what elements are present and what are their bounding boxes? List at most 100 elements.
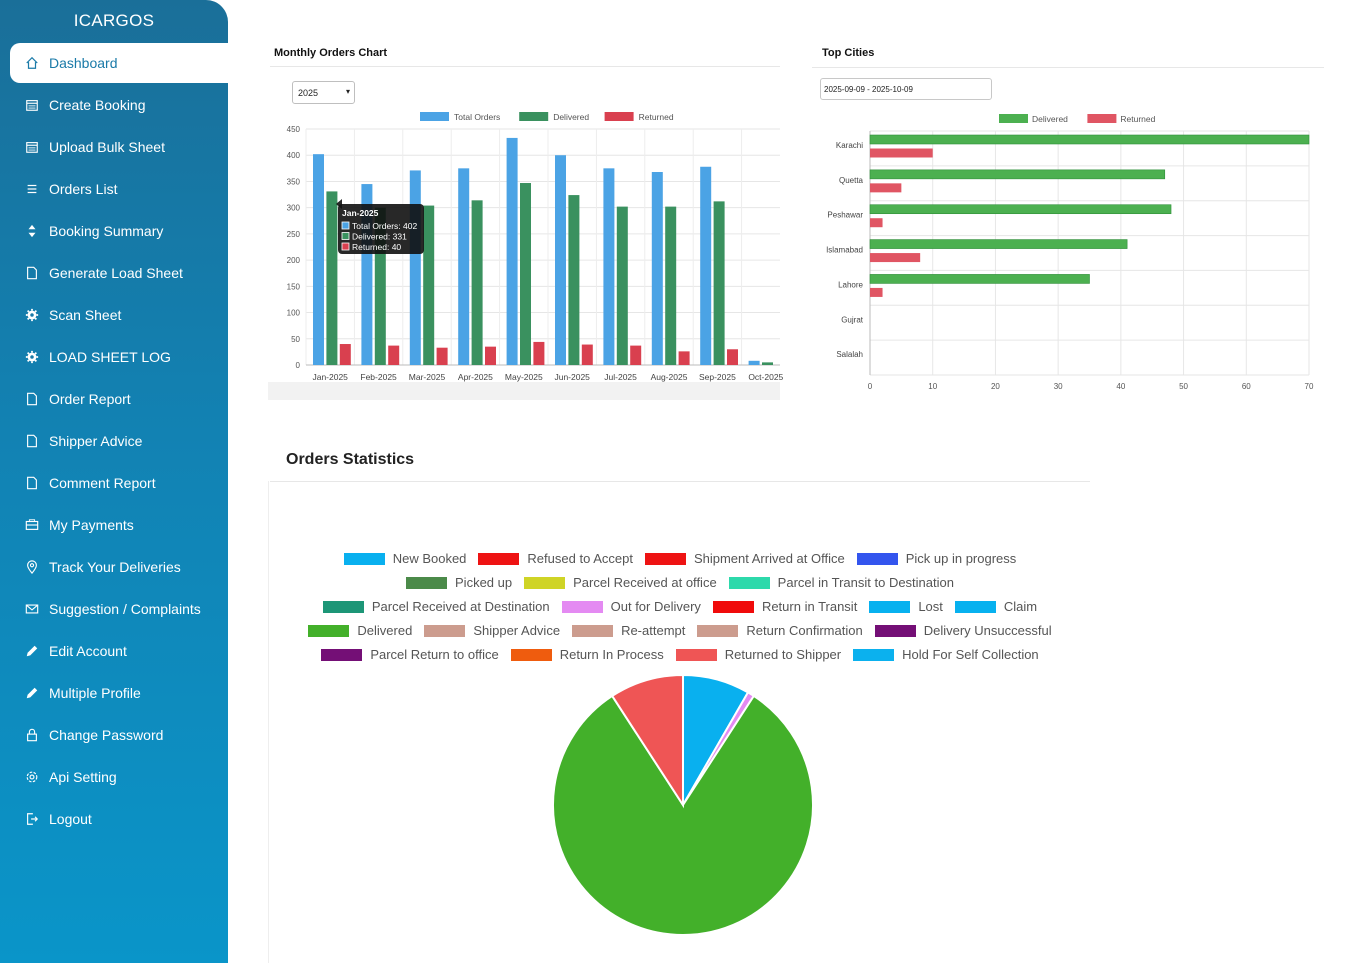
legend-swatch <box>874 624 916 637</box>
sidebar-item-multiple-profile[interactable]: Multiple Profile <box>10 673 228 713</box>
bar-delivered <box>869 239 1128 249</box>
legend-label: Claim <box>1003 599 1038 614</box>
legend-swatch <box>644 552 686 565</box>
bar-total-orders <box>409 170 421 365</box>
date-range-input[interactable]: 2025-09-09 - 2025-10-09 <box>820 78 992 100</box>
pie-legend-item[interactable]: Shipper Advice <box>424 623 560 638</box>
year-select-value: 2025 <box>298 87 319 98</box>
legend-swatch <box>999 114 1028 123</box>
pie-legend-item[interactable]: Claim <box>954 599 1038 614</box>
sidebar-item-comment-report[interactable]: Comment Report <box>10 463 228 503</box>
sidebar-item-load-sheet-log[interactable]: LOAD SHEET LOG <box>10 337 228 377</box>
x-tick-label: 40 <box>1116 382 1125 391</box>
sidebar-item-upload-bulk-sheet[interactable]: Upload Bulk Sheet <box>10 127 228 167</box>
bar-returned <box>727 349 738 365</box>
sidebar-item-label: Change Password <box>49 727 164 743</box>
legend-label: Total Orders <box>454 112 500 122</box>
sidebar-item-label: Orders List <box>49 181 118 197</box>
pie-legend-item[interactable]: Returned to Shipper <box>675 647 841 662</box>
y-tick-label: Salalah <box>836 350 863 359</box>
wallet-icon <box>24 517 40 533</box>
sidebar-item-scan-sheet[interactable]: Scan Sheet <box>10 295 228 335</box>
pie-legend-item[interactable]: Return in Transit <box>712 599 857 614</box>
sidebar-item-api-setting[interactable]: Api Setting <box>10 757 228 797</box>
sidebar-item-dashboard[interactable]: Dashboard <box>10 43 228 83</box>
pie-legend-row: New Booked Refused to Accept Shipment Arri… <box>270 551 1090 566</box>
sidebar-item-shipper-advice[interactable]: Shipper Advice <box>10 421 228 461</box>
pie-legend-item[interactable]: New Booked <box>343 551 466 566</box>
x-tick-label: May-2025 <box>505 372 543 382</box>
bar-delivered <box>471 200 483 365</box>
brand-logo: ICARGOS <box>73 11 155 30</box>
sidebar-item-label: Multiple Profile <box>49 685 141 701</box>
pie-legend-item[interactable]: Delivered <box>308 623 412 638</box>
pie-legend-item[interactable]: Pick up in progress <box>856 551 1016 566</box>
sidebar-item-booking-summary[interactable]: Booking Summary <box>10 211 228 251</box>
legend-swatch <box>424 624 466 637</box>
sidebar-item-create-booking[interactable]: Create Booking <box>10 85 228 125</box>
sidebar-item-orders-list[interactable]: Orders List <box>10 169 228 209</box>
pie-slice-delivered <box>552 694 814 936</box>
legend-swatch <box>322 600 364 613</box>
pie-legend-item[interactable]: Picked up <box>406 575 512 590</box>
bar-total-orders <box>361 184 373 365</box>
pie-legend-item[interactable]: Return Confirmation <box>697 623 863 638</box>
y-tick-label: 100 <box>287 309 301 318</box>
panel-border <box>268 481 269 963</box>
pie-legend-item[interactable]: Parcel Received at office <box>524 575 717 590</box>
legend-swatch <box>712 600 754 613</box>
bar-returned <box>870 287 883 297</box>
legend-label: Picked up <box>455 575 513 590</box>
bar-returned <box>870 183 902 193</box>
sidebar-item-generate-load-sheet[interactable]: Generate Load Sheet <box>10 253 228 293</box>
x-tick-label: Oct-2025 <box>748 372 783 382</box>
pie-legend-item[interactable]: Re-attempt <box>572 623 685 638</box>
legend-swatch <box>321 648 363 661</box>
sidebar-item-track-your-deliveries[interactable]: Track Your Deliveries <box>10 547 228 587</box>
bar-returned <box>630 345 642 365</box>
divider <box>270 481 1090 482</box>
sidebar-item-logout[interactable]: Logout <box>10 799 228 839</box>
sidebar-item-order-report[interactable]: Order Report <box>10 379 228 419</box>
legend-label: Hold For Self Collection <box>902 647 1039 662</box>
pie-legend-item[interactable]: Refused to Accept <box>478 551 633 566</box>
pie-legend-item[interactable]: Parcel Return to office <box>321 647 499 662</box>
y-tick-label: Gujrat <box>841 315 864 324</box>
legend-label: Return In Process <box>559 647 664 662</box>
bar-delivered <box>374 207 386 365</box>
pie-legend-item[interactable]: Out for Delivery <box>561 599 701 614</box>
pie-legend-item[interactable]: Hold For Self Collection <box>853 647 1039 662</box>
divider <box>270 66 780 67</box>
pie-legend-item[interactable]: Delivery Unsuccessful <box>874 623 1052 638</box>
legend-label: Refused to Accept <box>527 551 633 566</box>
sidebar-item-label: Scan Sheet <box>49 307 122 323</box>
sidebar-item-suggestion-complaints[interactable]: Suggestion / Complaints <box>10 589 228 629</box>
bar-returned <box>339 344 351 365</box>
top-cities-title: Top Cities <box>822 47 875 59</box>
x-tick-label: Aug-2025 <box>651 372 688 382</box>
pie-legend-item[interactable]: Return In Process <box>510 647 664 662</box>
legend-label: Out for Delivery <box>610 599 701 614</box>
pie-legend-item[interactable]: Parcel in Transit to Destination <box>728 575 954 590</box>
bar-delivered <box>616 206 628 365</box>
x-tick-label: Feb-2025 <box>360 372 397 382</box>
legend-label: Re-attempt <box>621 623 686 638</box>
x-tick-label: Sep-2025 <box>699 372 736 382</box>
bar-delivered <box>568 195 580 365</box>
sidebar-item-my-payments[interactable]: My Payments <box>10 505 228 545</box>
legend-label: Parcel Received at office <box>573 575 717 590</box>
sidebar-item-label: Create Booking <box>49 97 146 113</box>
bar-returned <box>678 351 690 365</box>
pie-legend-item[interactable]: Parcel Received at Destination <box>322 599 550 614</box>
legend-swatch <box>675 648 717 661</box>
year-select[interactable]: 2025 ▾ <box>292 81 355 104</box>
sidebar-item-edit-account[interactable]: Edit Account <box>10 631 228 671</box>
pie-legend-item[interactable]: Shipment Arrived at Office <box>644 551 845 566</box>
legend-swatch <box>519 112 549 121</box>
pie-legend-item[interactable]: Lost <box>869 599 943 614</box>
pie-legend-row: Parcel Received at Destination Out for De… <box>270 599 1090 614</box>
sidebar-item-change-password[interactable]: Change Password <box>10 715 228 755</box>
bar-delivered <box>869 134 1310 145</box>
legend-label: Lost <box>918 599 943 614</box>
y-tick-label: 250 <box>287 230 301 239</box>
